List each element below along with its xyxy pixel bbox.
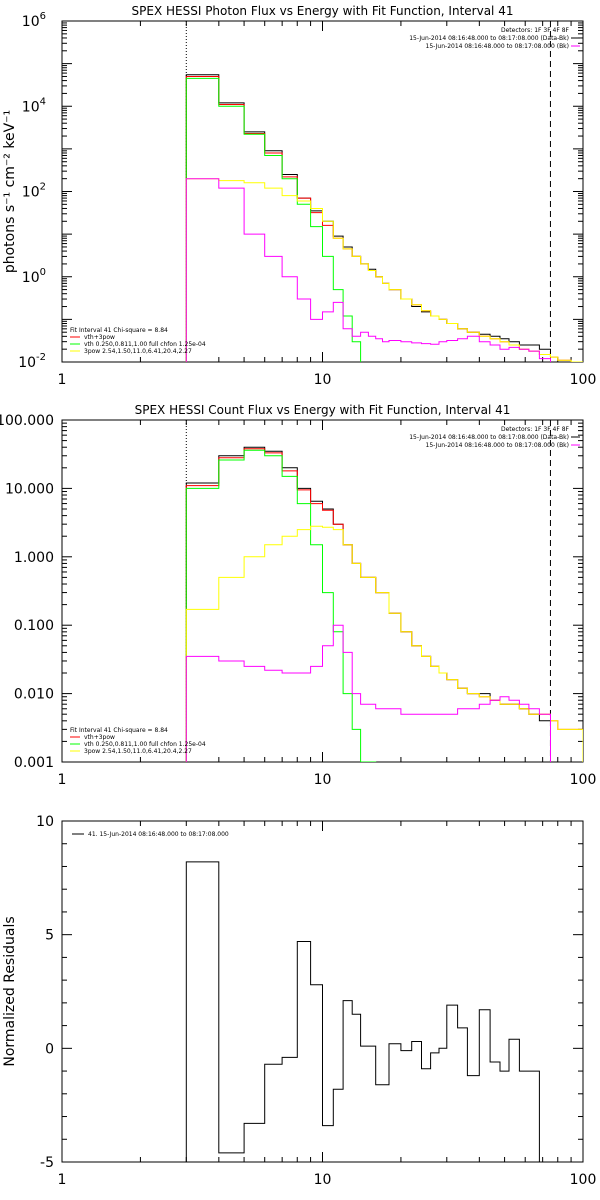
legend-bottom-entry: 3pow 2.54,1.50,11.0,6.41,20.4,2.27	[84, 348, 192, 355]
legend-bottom-entry: vth 0.250,0.811,1.00 full chfon 1.25e-04	[84, 741, 206, 748]
legend-top-entry: Detectors: 1F 3F 4F 8F	[501, 426, 570, 433]
chart-panel-1: SPEX HESSI Photon Flux vs Energy with Fi…	[2, 4, 596, 388]
series-data-bk	[185, 74, 551, 362]
x-tick-label: 100	[570, 772, 597, 788]
legend-top-entry: 15-Jun-2014 08:16:48.000 to 08:17:08.000…	[409, 35, 569, 42]
legend-entry: 41. 15-Jun-2014 08:16:48.000 to 08:17:08…	[88, 831, 229, 838]
x-tick-label: 100	[570, 372, 597, 388]
x-tick-label: 10	[314, 772, 332, 788]
y-tick-label: 100.000	[0, 413, 54, 429]
chart-panel-2: SPEX HESSI Count Flux vs Energy with Fit…	[0, 403, 596, 788]
series-vth	[185, 449, 377, 762]
y-tick-base: 10	[22, 185, 40, 201]
legend-bottom-entry: vth+3pow	[84, 734, 115, 741]
legend-top-entry: 15-Jun-2014 08:16:48.000 to 08:17:08.000…	[426, 43, 569, 50]
y-tick-exponent: 2	[40, 182, 46, 193]
series-vth-3pow	[185, 76, 583, 362]
y-tick-label: 104	[22, 96, 46, 115]
chart-title: SPEX HESSI Count Flux vs Energy with Fit…	[135, 403, 511, 417]
legend-bottom-entry: vth 0.250,0.811,1.00 full chfon 1.25e-04	[84, 341, 206, 348]
y-tick-exponent: 0	[40, 267, 46, 278]
y-tick-label: 10-2	[18, 352, 46, 371]
y-axis-label: photons s⁻¹ cm⁻² keV⁻¹	[2, 110, 18, 273]
plot-area	[185, 74, 583, 362]
legend-top-entry: Detectors: 1F 3F 4F 8F	[501, 27, 570, 34]
y-tick-base: 10	[22, 270, 40, 286]
legend-top-entry: 15-Jun-2014 08:16:48.000 to 08:17:08.000…	[426, 442, 569, 449]
x-tick-label: 10	[314, 372, 332, 388]
x-tick-label: 1	[58, 1172, 67, 1188]
y-tick-label: 102	[22, 182, 46, 201]
plot-area	[185, 446, 583, 762]
series-bk	[185, 624, 551, 762]
y-tick-label: 1.000	[14, 550, 54, 566]
series-data-bk	[185, 446, 551, 762]
y-tick-label: 5	[45, 928, 54, 944]
legend-bottom-entry: vth+3pow	[84, 334, 115, 341]
y-tick-label: -5	[40, 1155, 54, 1171]
x-tick-label: 100	[570, 1172, 597, 1188]
y-tick-label: 106	[22, 11, 46, 30]
y-tick-base: 10	[22, 99, 40, 115]
legend-bottom-entry: 3pow 2.54,1.50,11.0,6.41,20.4,2.27	[84, 748, 192, 755]
plot-area	[185, 861, 551, 1162]
plot-frame	[61, 20, 584, 363]
series-3pow	[185, 525, 583, 762]
y-tick-exponent: 4	[40, 96, 46, 107]
series-bk	[185, 178, 551, 362]
y-tick-label: 10	[36, 814, 54, 830]
legend-bottom-entry: Fit Interval 41 Chi-square = 8.84	[70, 727, 168, 734]
series-3pow	[185, 178, 583, 362]
series-vth-3pow	[185, 448, 583, 762]
x-tick-label: 1	[58, 372, 67, 388]
y-axis-label: Normalized Residuals	[2, 916, 18, 1066]
y-tick-base: 10	[18, 355, 36, 371]
y-tick-exponent: -2	[36, 352, 46, 363]
x-tick-label: 10	[314, 1172, 332, 1188]
legend-top-entry: 15-Jun-2014 08:16:48.000 to 08:17:08.000…	[409, 434, 569, 441]
y-tick-label: 10.000	[5, 481, 54, 497]
y-tick-label: 0	[45, 1041, 54, 1057]
y-tick-base: 10	[22, 14, 40, 30]
y-tick-label: 0.100	[14, 618, 54, 634]
y-tick-label: 100	[22, 267, 46, 286]
legend-bottom-entry: Fit Interval 41 Chi-square = 8.84	[70, 327, 168, 334]
y-tick-label: 0.001	[14, 755, 54, 771]
y-tick-label: 0.010	[14, 687, 54, 703]
x-tick-label: 1	[58, 772, 67, 788]
series-residuals	[185, 861, 551, 1162]
y-tick-exponent: 6	[40, 11, 46, 22]
chart-panel-3: 1 10 100 -5 0 5 10 Normalized Residuals 41. 15-J…	[2, 814, 596, 1188]
series-vth	[185, 77, 362, 362]
chart-title: SPEX HESSI Photon Flux vs Energy with Fi…	[132, 4, 514, 18]
